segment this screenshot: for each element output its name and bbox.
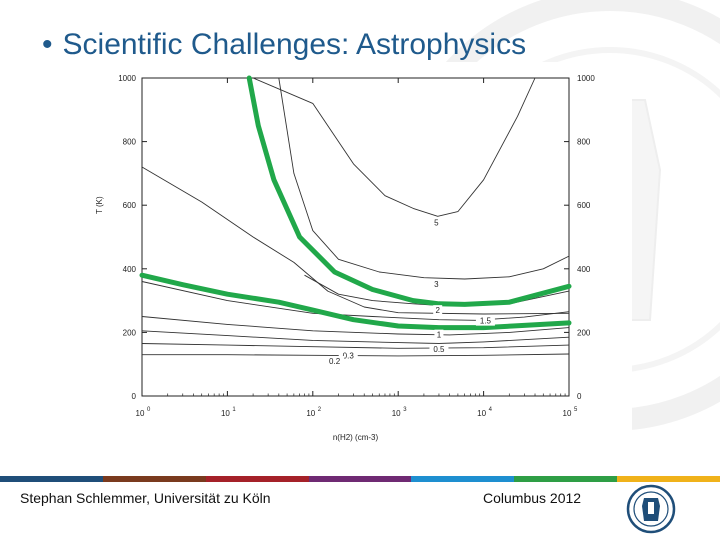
contour-label-bg [434,329,444,340]
color-bar-segment [0,476,103,482]
contour-label: 0.5 [433,345,445,354]
y-axis-label: T (K) [95,196,104,214]
x-tick-label-exponent: 4 [489,407,493,413]
x-tick-label: 10 [221,409,230,418]
contour-label: 3 [434,280,439,289]
y-tick-label: 200 [577,328,591,337]
contour-label-bg [433,305,443,316]
x-tick-label-exponent: 3 [403,407,407,413]
contour-line-0.3 [141,343,570,349]
y-tick-label: 600 [577,201,591,210]
x-tick-label-exponent: 1 [232,407,236,413]
x-axis-label: n(H2) (cm-3) [333,433,379,442]
contour-label: 1 [437,331,442,340]
contour-label-bg [475,315,495,326]
y-tick-label: 400 [123,265,137,274]
slide-title: • Scientific Challenges: Astrophysics [42,28,526,62]
contour-label: 2 [435,306,440,315]
x-tick-label-exponent: 0 [147,407,151,413]
x-tick-label-exponent: 2 [318,407,322,413]
x-tick-label: 10 [136,409,145,418]
contour-line-0.5 [141,330,570,344]
footer-color-bar [0,476,720,482]
y-tick-label: 0 [577,392,582,401]
color-bar-segment [514,476,618,482]
contour-label-bg [338,350,358,361]
contour-line-3 [278,77,570,280]
footer-event: Columbus 2012 [483,490,582,506]
boundary-curve [141,166,570,315]
x-tick-label: 10 [392,409,401,418]
contour-label-bg [429,343,449,354]
contour-label: 5 [434,219,439,228]
contour-line-1.5 [141,281,570,321]
y-tick-label: 0 [132,392,137,401]
x-tick-label: 10 [306,409,315,418]
color-bar-segment [102,476,206,482]
y-tick-label: 200 [123,328,137,337]
y-tick-label: 600 [123,201,137,210]
x-tick-label-exponent: 5 [574,407,578,413]
y-tick-label: 800 [123,138,137,147]
color-bar-segment [205,476,309,482]
y-tick-label: 400 [577,265,591,274]
highlight-curve [139,272,572,331]
title-bullet: • [42,28,53,61]
x-tick-label: 10 [563,409,572,418]
highlight-curve [246,75,572,307]
color-bar-segment [617,476,720,482]
y-tick-label: 800 [577,138,591,147]
y-tick-label: 1000 [577,74,595,83]
color-bar-segment [308,476,412,482]
contour-label: 0.3 [343,351,355,360]
footer-author: Stephan Schlemmer, Universität zu Köln [20,490,271,506]
contour-line-1 [141,316,570,336]
plot-border [141,77,570,397]
x-tick-label: 10 [477,409,486,418]
contour-line-5 [252,77,536,217]
contour-label: 1.5 [480,317,492,326]
university-seal-icon [626,484,676,534]
contour-label-bg [431,217,441,228]
title-text: Scientific Challenges: Astrophysics [62,28,527,61]
contour-plot: 0 0 200 200 400 400 600 600 800 800 1000 1000 10 0 10 1… [72,62,632,452]
y-tick-label: 1000 [118,74,136,83]
contour-label: 0.2 [329,357,341,366]
color-bar-segment [411,476,515,482]
contour-label-bg [325,356,345,367]
contour-label-bg [431,279,441,290]
